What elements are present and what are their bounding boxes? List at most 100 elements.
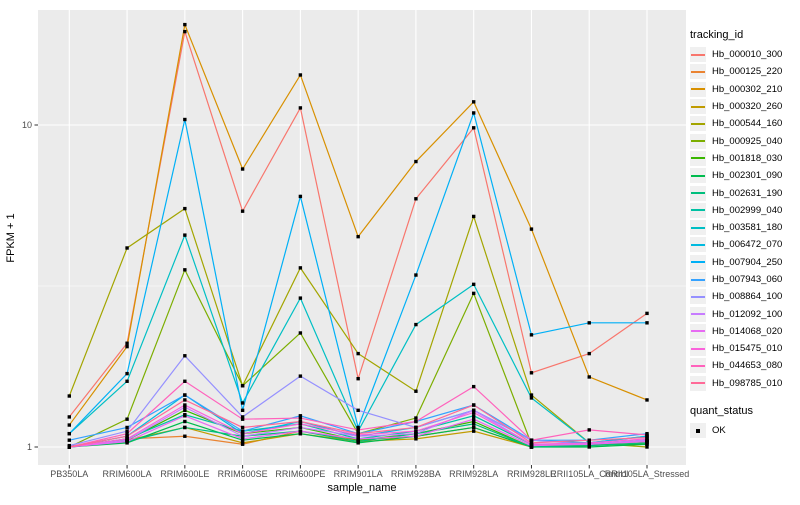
data-point [240,415,245,419]
ok-point-icon [696,428,700,433]
data-point [645,435,649,440]
data-point [298,194,303,199]
legend-key [690,358,706,374]
data-point [471,408,476,413]
data-point [240,417,245,421]
data-point [67,438,71,442]
data-point [471,384,476,389]
data-point [471,282,476,287]
data-point [183,233,187,237]
legend-label: Hb_012092_100 [712,308,783,320]
data-point [471,111,476,115]
data-point [67,431,71,436]
data-point [645,321,649,325]
x-tick-label: RRIM600SE [218,469,268,479]
series-color-swatch [691,364,705,367]
data-point [240,209,245,213]
data-point [529,441,534,445]
data-point [587,375,591,379]
data-point [240,441,245,445]
legend-key [690,133,706,149]
data-point [125,437,129,441]
series-color-swatch [691,122,705,125]
data-point [414,431,418,436]
data-point [645,433,649,437]
data-point [356,425,360,430]
data-point [587,351,591,356]
legend-key [690,220,706,236]
data-point [529,396,534,400]
series-color-swatch [691,192,705,195]
series-color-swatch [691,330,705,333]
data-point [645,439,649,444]
data-point [240,401,245,405]
point-legend-title: quant_status [690,404,753,417]
data-point [587,321,591,325]
legend-item-Hb_000320_260: Hb_000320_260 [690,98,798,115]
x-tick-label: RRIM928BA [391,469,441,479]
data-point [356,351,360,356]
legend-label: Hb_007943_060 [712,274,783,285]
legend-label: Hb_003581_180 [712,222,783,234]
x-tick-label: RRII105LA_Control [550,469,628,479]
data-point [645,311,649,316]
legend-label: Hb_002631_190 [712,187,783,199]
data-point [414,425,418,430]
data-point [240,167,245,171]
data-point [356,428,360,432]
data-point [298,73,303,77]
data-point [298,414,303,418]
legend-item-Hb_000125_220: Hb_000125_220 [690,63,798,80]
data-point [414,419,418,424]
legend-item-Hb_098785_010: Hb_098785_010 [690,375,798,392]
legend-item-Hb_002301_090: Hb_002301_090 [690,167,798,184]
data-point [414,322,418,327]
data-point [125,431,129,436]
data-point [414,197,418,201]
data-point [240,429,245,433]
legend-label: Hb_000010_300 [712,49,783,61]
data-point [240,425,245,430]
data-point [125,434,129,438]
data-point [298,425,303,430]
x-tick-label: RRIM600PE [275,469,325,479]
data-point [183,206,187,211]
data-point [529,438,534,442]
data-point [471,100,476,104]
x-tick-label: RRII105LA_Stressed [605,469,690,479]
data-point [298,431,303,436]
series-color-swatch [691,313,705,316]
data-point [414,434,418,438]
data-point [240,434,245,438]
data-point [356,437,360,441]
data-point [356,234,360,239]
legend-key [690,47,706,63]
data-point [125,246,129,250]
legend-item-Hb_002999_040: Hb_002999_040 [690,202,798,219]
legend-key [690,237,706,253]
legend-label: Hb_015475_010 [712,343,783,355]
data-point [414,416,418,420]
legend-item-Hb_012092_100: Hb_012092_100 [690,305,798,322]
legend-item-Hb_008864_100: Hb_008864_100 [690,288,798,305]
data-point [67,423,71,427]
legend-label: Hb_044653_080 [712,360,783,372]
legend-key [690,185,706,201]
data-point [414,389,418,393]
data-point [183,354,187,358]
data-point [471,425,476,430]
series-color-swatch [691,226,705,229]
data-point [471,214,476,219]
data-point [67,394,71,398]
data-point [240,437,245,441]
data-point [240,431,245,436]
legend-label: Hb_001818_030 [712,152,783,164]
data-point [298,429,303,433]
legend-item-Hb_007904_250: Hb_007904_250 [690,254,798,271]
legend-label: Hb_006472_070 [712,239,783,251]
legend-item-Hb_014068_020: Hb_014068_020 [690,323,798,340]
data-point [183,117,187,122]
y-tick-label: 10 [22,120,32,130]
data-point [587,428,591,432]
